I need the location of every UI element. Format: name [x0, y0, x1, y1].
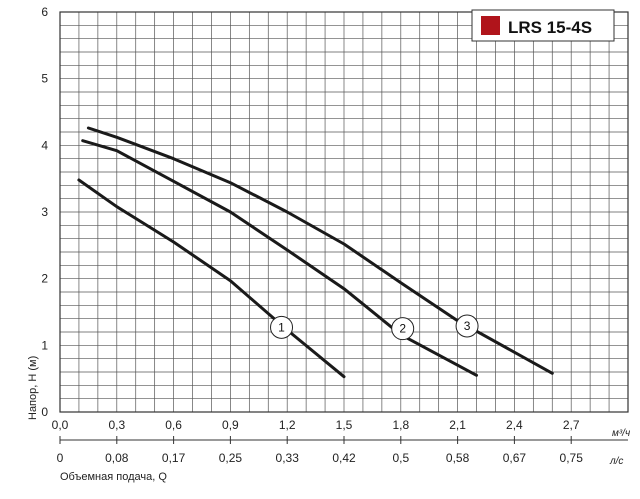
chart-curves: 1 2 3: [77, 126, 554, 379]
x-tick-label-ls: 0,33: [276, 451, 300, 465]
x-tick-label-m3h: 2,4: [506, 418, 523, 432]
x-tick-label-ls: 0,42: [332, 451, 356, 465]
x-unit-bottom: л/с: [609, 456, 623, 467]
x-tick-label-m3h: 1,2: [279, 418, 296, 432]
series-3-line: [86, 126, 554, 375]
series-1-label: 1: [278, 320, 285, 334]
y-tick-label: 4: [41, 138, 48, 152]
x-tick-label-m3h: 0,3: [108, 418, 125, 432]
x-tick-label-ls: 0,67: [503, 451, 527, 465]
series-3-marker: [455, 314, 479, 338]
chart-title: LRS 15-4S: [508, 18, 592, 37]
x-tick-label-ls: 0,75: [560, 451, 584, 465]
x-tick-label-m3h: 2,1: [449, 418, 466, 432]
y-tick-label: 1: [41, 338, 48, 352]
x-tick-label-ls: 0,5: [392, 451, 409, 465]
y-tick-label: 0: [41, 405, 48, 419]
chart-grid: [59, 11, 629, 413]
x-tick-label-ls: 0,08: [105, 451, 129, 465]
x-tick-label-ls: 0,25: [219, 451, 243, 465]
plot-frame: [59, 11, 629, 413]
y-axis-label: Напор, H (м): [27, 356, 39, 420]
x-tick-label-m3h: 1,5: [336, 418, 353, 432]
y-tick-label: 3: [41, 205, 48, 219]
chart-title-box: LRS 15-4S: [471, 9, 615, 42]
x-tick-label-ls: 0,17: [162, 451, 186, 465]
x-tick-label-ls: 0: [57, 451, 64, 465]
series-2-label: 2: [399, 322, 406, 336]
series-2-marker: [391, 317, 415, 341]
y-tick-label: 5: [41, 72, 48, 86]
x-tick-label-m3h: 0,6: [165, 418, 182, 432]
series-3-label: 3: [464, 319, 471, 333]
x-tick-label-ls: 0,58: [446, 451, 470, 465]
series-1-line: [77, 178, 346, 379]
title-marker: [481, 16, 500, 35]
x-tick-label-m3h: 0,0: [52, 418, 69, 432]
x-tick-label-m3h: 1,8: [392, 418, 409, 432]
x-tick-label-m3h: 2,7: [563, 418, 580, 432]
series-1-marker: [270, 315, 294, 339]
chart-ticks: 0 1 2 3 4 5 6 0,0 0,3 0,6 0,9 1,2 1,5 1,8 2,1 2,4 2,7 0 0,…: [41, 5, 583, 465]
x-unit-top: м³/ч: [612, 428, 630, 439]
x-tick-label-m3h: 0,9: [222, 418, 239, 432]
y-tick-label: 6: [41, 5, 48, 19]
y-tick-label: 2: [41, 272, 48, 286]
x-axis-label: Объемная подача, Q: [60, 471, 167, 483]
series-2-line: [81, 139, 478, 377]
